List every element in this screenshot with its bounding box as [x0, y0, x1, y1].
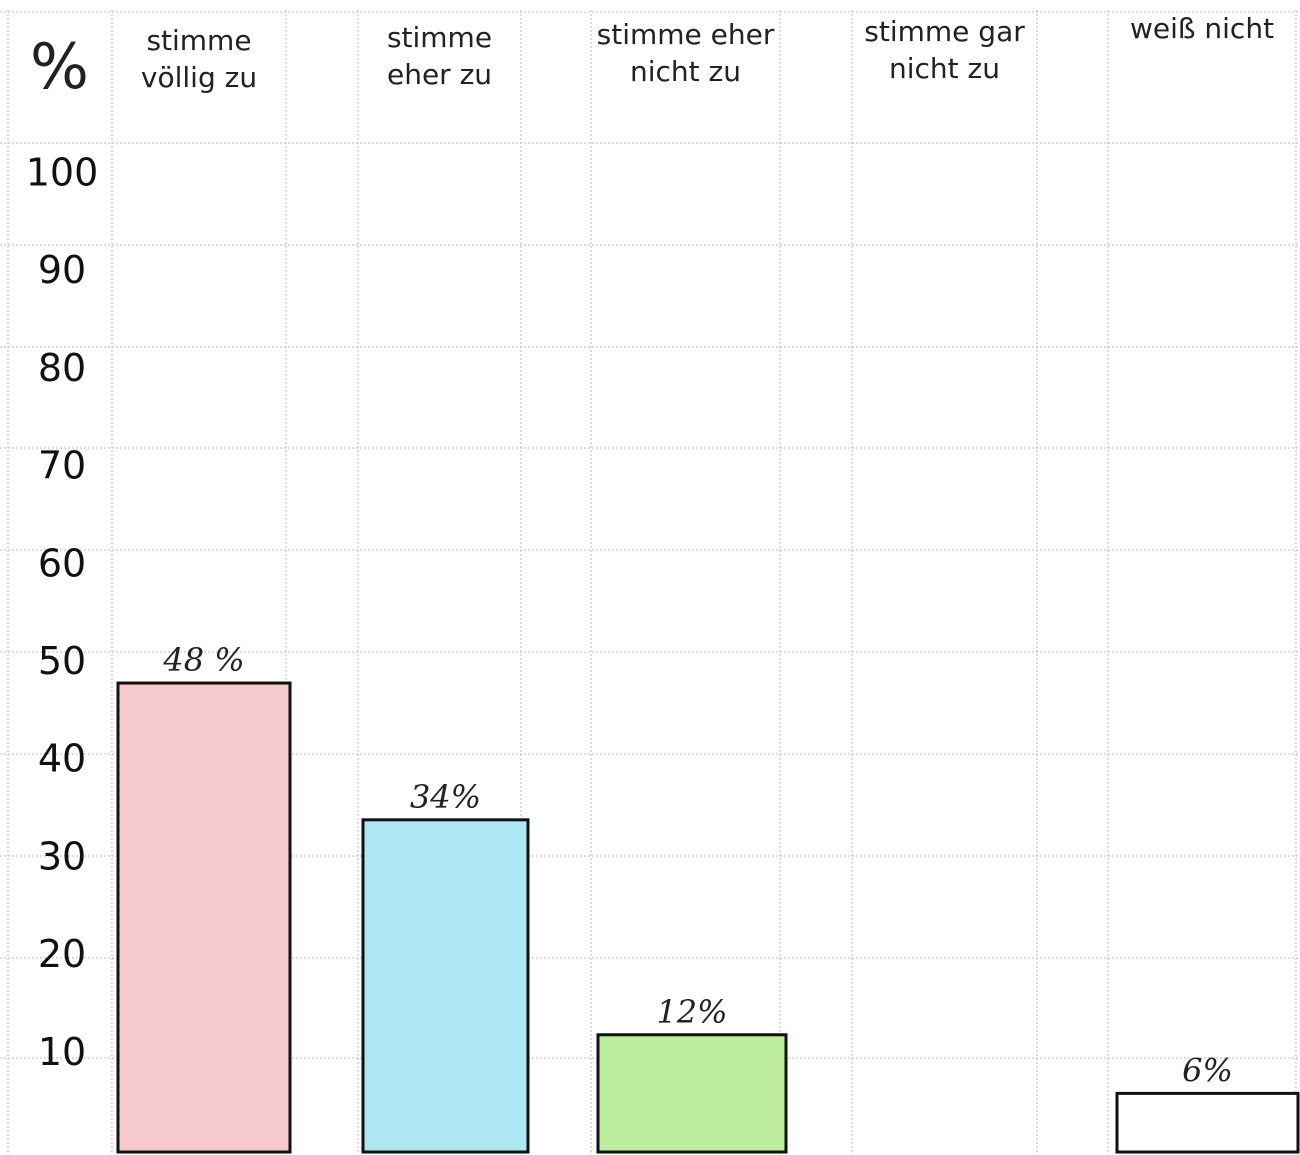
y-tick-label: 30: [38, 834, 86, 878]
bar: [1115, 1091, 1300, 1154]
bar: [361, 818, 530, 1154]
value-label: 48 %: [162, 641, 244, 679]
category-label: stimme völlig zu: [140, 24, 258, 94]
y-axis-label: %: [30, 30, 89, 103]
bar: [596, 1033, 788, 1154]
value-label: 6%: [1182, 1051, 1233, 1089]
y-tick-label: 100: [26, 151, 99, 195]
category-label: stimme eher nicht zu: [596, 18, 775, 88]
category-label: stimme gar nicht zu: [864, 15, 1025, 85]
y-tick-label: 90: [38, 248, 86, 292]
value-label: 34%: [410, 778, 481, 816]
bar: [116, 681, 292, 1154]
y-tick-label: 40: [38, 737, 86, 781]
y-tick-label: 80: [38, 346, 86, 390]
y-tick-label: 60: [38, 541, 86, 585]
y-tick-label: 70: [38, 444, 86, 488]
y-tick-label: 50: [38, 639, 86, 683]
category-label: weiß nicht: [1129, 12, 1275, 45]
y-tick-label: 10: [38, 1030, 86, 1074]
y-tick-label: 20: [38, 932, 86, 976]
value-label: 12%: [656, 993, 727, 1031]
category-label: stimme eher zu: [386, 21, 493, 91]
